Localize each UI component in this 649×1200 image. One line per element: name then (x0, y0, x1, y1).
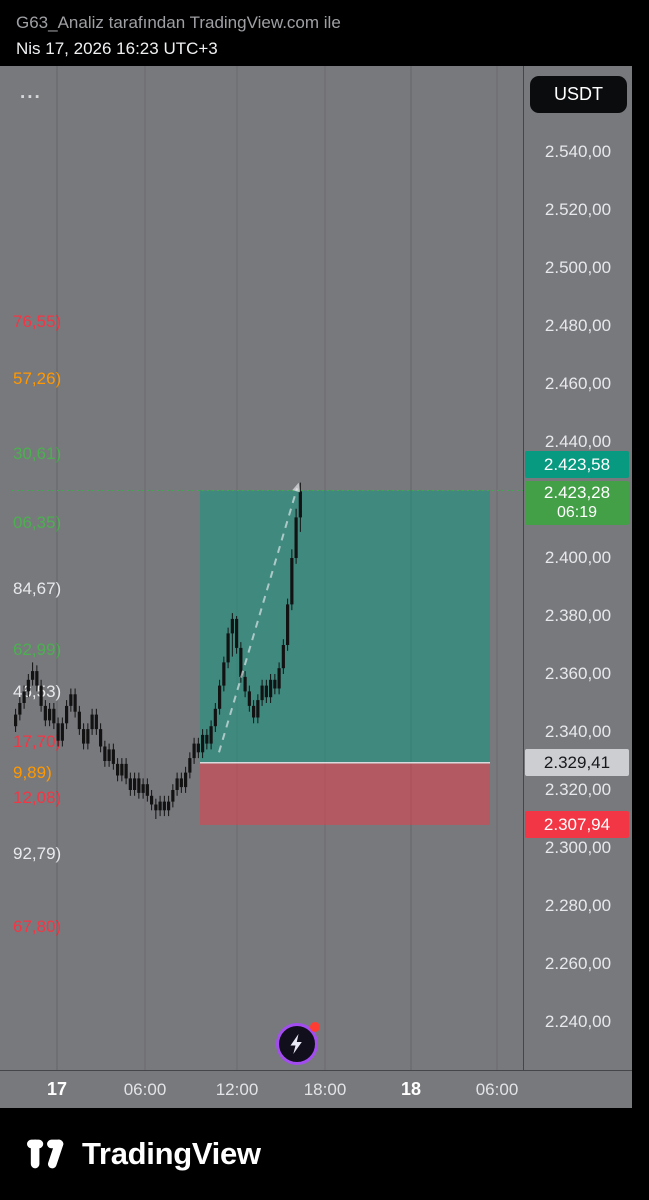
indicator-value-fragment: 76,55) (13, 312, 62, 331)
indicator-value-fragment: 9,89) (13, 763, 52, 782)
tradingview-logo-icon (27, 1139, 64, 1169)
target-price-tag: 2.423,28 06:19 (525, 481, 629, 526)
time-tick-label: 06:00 (123, 1080, 167, 1099)
trend-dashed-line[interactable] (218, 488, 298, 753)
time-tick-label: 06:00 (475, 1080, 519, 1099)
price-tick-label: 2.260,00 (544, 954, 612, 973)
quick-action-button[interactable] (276, 1022, 320, 1067)
entry-price-tag: 2.329,41 (525, 749, 629, 777)
tag-countdown: 06:19 (556, 504, 598, 522)
footer: TradingView (0, 1108, 649, 1200)
time-tick-label: 18 (400, 1079, 422, 1099)
tag-price: 2.423,58 (543, 455, 611, 475)
chart-area: 76,55) 57,26) 30,61) 06,35) 84,67) 62,99) 46,5… (0, 66, 632, 1108)
indicator-value-fragment: 30,61) (13, 444, 62, 463)
price-tick-label: 2.440,00 (544, 432, 612, 451)
indicator-value-fragment: 62,99) (13, 640, 62, 659)
price-tick-label: 2.300,00 (544, 838, 612, 857)
price-tick-label: 2.460,00 (544, 374, 612, 393)
price-tick-label: 2.340,00 (544, 722, 612, 741)
indicator-value-fragment: 67,80) (13, 917, 62, 936)
legend-more-icon[interactable]: ... (20, 82, 42, 103)
indicator-value-fragment: 06,35) (13, 513, 62, 532)
stop-price-tag: 2.307,94 (525, 811, 629, 839)
notification-dot (310, 1022, 320, 1032)
tag-price: 2.423,28 (543, 483, 611, 503)
tag-price: 2.307,94 (543, 815, 611, 835)
price-tick-label: 2.400,00 (544, 548, 612, 567)
indicator-value-fragment: 17,70) (13, 732, 62, 751)
time-tick-label: 12:00 (215, 1080, 259, 1099)
indicator-value-fragment: 92,79) (13, 844, 62, 863)
price-tick-label: 2.480,00 (544, 316, 612, 335)
tag-price: 2.329,41 (543, 753, 611, 773)
price-tick-label: 2.500,00 (544, 258, 612, 277)
price-tick-label: 2.280,00 (544, 896, 612, 915)
time-tick-label: 18:00 (303, 1080, 347, 1099)
share-datetime: Nis 17, 2026 16:23 UTC+3 (16, 39, 218, 58)
trend-arrowhead (292, 482, 300, 493)
profit-zone[interactable] (200, 490, 490, 763)
share-byline: G63_Analiz tarafından TradingView.com il… (16, 13, 341, 32)
chart-plot[interactable] (0, 66, 523, 1070)
price-tick-label: 2.380,00 (544, 606, 612, 625)
price-tick-label: 2.360,00 (544, 664, 612, 683)
indicator-value-fragment: 12,08) (13, 788, 62, 807)
price-tick-label: 2.320,00 (544, 780, 612, 799)
time-tick-label: 17 (46, 1079, 68, 1099)
currency-toggle-button[interactable]: USDT (530, 76, 627, 113)
indicator-value-fragment: 84,67) (13, 579, 62, 598)
tradingview-wordmark: TradingView (82, 1136, 261, 1171)
loss-zone[interactable] (200, 762, 490, 825)
price-tick-label: 2.540,00 (544, 142, 612, 161)
time-axis[interactable]: 17 06:00 12:00 18:00 18 06:00 (0, 1070, 632, 1108)
price-axis[interactable]: USDT 2.540,00 2.520,00 2.500,00 2.480,00 2.4… (523, 66, 632, 1070)
price-tick-label: 2.240,00 (544, 1012, 612, 1031)
price-tick-label: 2.520,00 (544, 200, 612, 219)
last-price-tag: 2.423,58 (525, 451, 629, 479)
indicator-value-fragment: 57,26) (13, 369, 62, 388)
candlestick-series[interactable] (14, 482, 302, 819)
